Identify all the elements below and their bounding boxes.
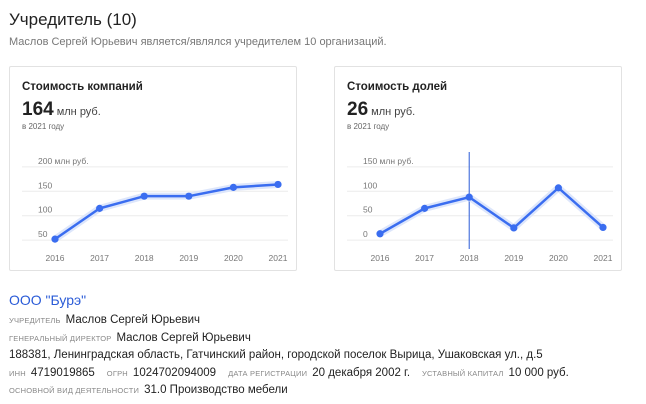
x-tick-label: 2020 — [549, 253, 568, 263]
data-point — [185, 192, 193, 200]
reg-date-value: 20 декабря 2002 г. — [312, 367, 411, 379]
y-tick-label: 50 — [38, 229, 48, 239]
data-point — [51, 235, 59, 243]
activity-value: 31.0 Производство мебели — [144, 384, 288, 396]
y-tick-label: 100 — [363, 180, 377, 190]
section-title: Учредитель (10) — [9, 10, 137, 29]
x-tick-label: 2019 — [179, 253, 198, 263]
y-tick-label: 150 — [38, 180, 52, 190]
data-point — [510, 224, 518, 232]
card-value: 26 млн руб. — [347, 99, 415, 121]
share-value-card: Стоимость долей 26 млн руб. в 2021 году 0… — [334, 66, 622, 271]
card-year-note: в 2021 году — [22, 122, 65, 131]
ogrn-value: 1024702094009 — [132, 367, 217, 379]
x-tick-label: 2021 — [594, 253, 613, 263]
card-value-number: 26 — [347, 99, 369, 120]
inn-label: ИНН — [9, 369, 26, 378]
address-row: 188381, Ленинградская область, Гатчински… — [9, 349, 555, 361]
y-tick-label: 150 млн руб. — [363, 156, 414, 166]
activity-label: Основной вид деятельности — [9, 386, 140, 395]
x-tick-label: 2017 — [90, 253, 109, 263]
reg-date-label: Дата регистрации — [228, 369, 308, 378]
section-subtitle: Маслов Сергей Юрьевич является/являлся у… — [9, 36, 387, 48]
x-tick-label: 2019 — [504, 253, 523, 263]
director-row: Генеральный директор Маслов Сергей Юрьеви… — [9, 332, 263, 344]
director-value: Маслов Сергей Юрьевич — [116, 332, 251, 344]
inn-value: 4719019865 — [30, 367, 95, 379]
y-tick-label: 50 — [363, 205, 373, 215]
series-line-shadow — [51, 180, 282, 243]
card-title: Стоимость компаний — [22, 81, 143, 93]
data-point — [599, 223, 607, 232]
y-tick-label: 200 млн руб. — [38, 156, 89, 166]
data-point — [554, 184, 562, 192]
founder-label: Учредитель — [9, 316, 61, 325]
card-value: 164 млн руб. — [22, 99, 101, 121]
data-point — [96, 204, 104, 212]
series-line — [53, 183, 280, 241]
x-tick-label: 2017 — [415, 253, 434, 263]
capital-label: Уставный капитал — [422, 369, 504, 378]
founder-value: Маслов Сергей Юрьевич — [65, 314, 201, 326]
data-point — [465, 193, 473, 201]
y-tick-label: 0 — [363, 229, 368, 239]
activity-row: Основной вид деятельности 31.0 Производст… — [9, 384, 300, 396]
data-point — [421, 204, 429, 212]
company-name-link[interactable]: ООО "Бурэ" — [9, 292, 87, 308]
company-value-chart: 50 100 150 200 млн руб. 2016 2017 2018 2019 2020… — [22, 156, 288, 263]
capital-value: 10 000 руб. — [508, 367, 569, 379]
x-tick-label: 2018 — [135, 253, 154, 263]
address-value: 188381, Ленинградская область, Гатчински… — [9, 349, 543, 361]
company-value-card: Стоимость компаний 164 млн руб. в 2021 го… — [9, 66, 297, 271]
x-tick-label: 2018 — [460, 253, 479, 263]
data-point — [229, 183, 237, 191]
registration-row: ИНН 4719019865 ОГРН 1024702094009 Дата регис… — [9, 367, 581, 379]
founder-row: Учредитель Маслов Сергей Юрьевич — [9, 314, 212, 326]
card-value-unit: млн руб. — [371, 106, 416, 118]
data-point — [140, 192, 148, 200]
x-tick-label: 2021 — [269, 253, 288, 263]
card-value-unit: млн руб. — [56, 106, 101, 118]
x-tick-label: 2016 — [46, 253, 65, 263]
y-tick-label: 100 — [38, 205, 52, 215]
series-line-shadow — [376, 184, 607, 238]
data-point — [376, 230, 384, 238]
card-value-number: 164 — [22, 99, 54, 120]
x-tick-label: 2020 — [224, 253, 243, 263]
x-tick-label: 2016 — [371, 253, 390, 263]
director-label: Генеральный директор — [9, 334, 112, 343]
card-title: Стоимость долей — [347, 81, 448, 93]
data-point — [274, 180, 282, 189]
share-value-chart: 0 50 100 150 млн руб. 2016 2017 2018 2019 2020 20… — [347, 152, 613, 263]
card-year-note: в 2021 году — [347, 122, 390, 131]
series-line — [378, 186, 605, 236]
ogrn-label: ОГРН — [106, 369, 128, 378]
